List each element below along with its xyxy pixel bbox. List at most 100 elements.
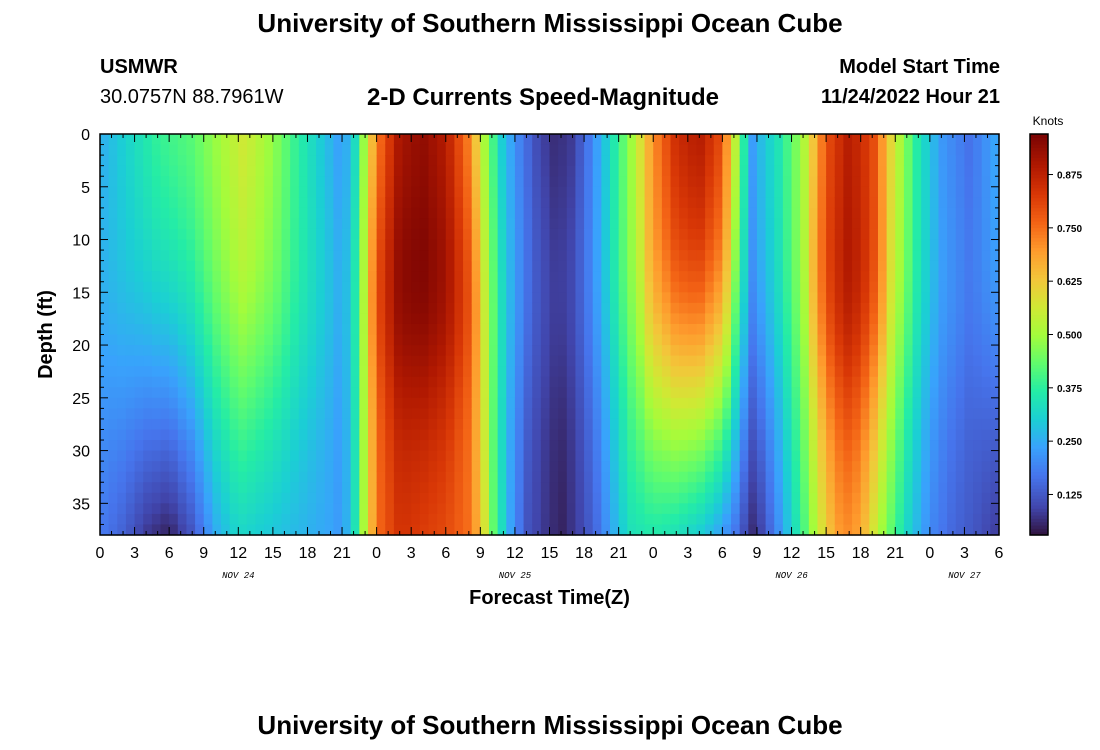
heatmap-cell (108, 355, 118, 367)
heatmap-cell (938, 450, 948, 462)
heatmap-cell (523, 186, 533, 198)
heatmap-cell (722, 345, 732, 357)
heatmap-cell (860, 186, 870, 198)
heatmap-cell (748, 334, 758, 346)
heatmap-cell (514, 218, 525, 230)
heatmap-cell (765, 302, 775, 314)
heatmap-cell (195, 524, 205, 536)
heatmap-cell (272, 281, 283, 293)
heatmap-cell (229, 281, 239, 293)
heatmap-cell (307, 323, 317, 336)
heatmap-cell (212, 461, 222, 473)
heatmap-cell (212, 440, 222, 452)
heatmap-cell (350, 271, 360, 283)
heatmap-cell (402, 239, 412, 251)
heatmap-cell (134, 387, 144, 399)
heatmap-cell (687, 492, 698, 504)
heatmap-cell (921, 281, 931, 293)
heatmap-cell (497, 144, 507, 156)
heatmap-cell (437, 271, 447, 283)
heatmap-cell (532, 366, 542, 378)
heatmap-cell (748, 429, 758, 441)
heatmap-cell (437, 355, 447, 367)
heatmap-cell (342, 228, 352, 241)
colorbar-segment (1030, 304, 1048, 309)
heatmap-cell (393, 471, 404, 483)
heatmap-cell (929, 155, 940, 167)
heatmap-cell (955, 281, 966, 293)
heatmap-cell (532, 260, 542, 272)
heatmap-cell (212, 334, 222, 346)
heatmap-cell (376, 165, 386, 177)
heatmap-cell (272, 471, 283, 483)
heatmap-cell (333, 176, 343, 188)
heatmap-cell (843, 492, 853, 504)
heatmap-cell (584, 376, 594, 388)
heatmap-cell (670, 281, 680, 293)
heatmap-cell (886, 366, 896, 378)
heatmap-cell (886, 281, 896, 293)
heatmap-cell (644, 397, 654, 409)
heatmap-cell (566, 228, 577, 241)
heatmap-cell (514, 323, 525, 336)
heatmap-cell (506, 313, 516, 325)
heatmap-cell (895, 155, 905, 167)
heatmap-cell (411, 176, 421, 188)
heatmap-cell (756, 134, 767, 146)
heatmap-cell (739, 323, 749, 336)
heatmap-cell (324, 260, 334, 272)
heatmap-cell (316, 323, 326, 336)
heatmap-cell (610, 492, 620, 504)
heatmap-cell (186, 271, 196, 283)
heatmap-cell (765, 492, 775, 504)
heatmap-cell (592, 250, 602, 262)
heatmap-cell (281, 366, 291, 378)
heatmap-cell (869, 218, 879, 230)
heatmap-cell (212, 302, 222, 314)
heatmap-cell (981, 387, 991, 399)
heatmap-cell (679, 513, 689, 526)
heatmap-cell (177, 281, 188, 293)
heatmap-cell (739, 239, 749, 251)
x-tick-label: 12 (229, 545, 247, 562)
heatmap-cell (359, 176, 369, 188)
heatmap-cell (160, 397, 170, 409)
heatmap-cell (532, 292, 542, 304)
heatmap-cell (151, 165, 162, 177)
heatmap-cell (376, 366, 386, 378)
heatmap-cell (731, 376, 741, 388)
heatmap-cell (955, 513, 966, 526)
x-tick-label: 0 (96, 545, 105, 562)
heatmap-cell (852, 250, 862, 262)
heatmap-cell (791, 239, 801, 251)
heatmap-cell (929, 461, 940, 473)
heatmap-cell (774, 503, 784, 515)
heatmap-cell (921, 176, 931, 188)
heatmap-cell (376, 513, 386, 526)
heatmap-cell (955, 323, 966, 336)
heatmap-cell (826, 418, 836, 431)
heatmap-cell (722, 513, 732, 526)
heatmap-cell (290, 250, 300, 262)
heatmap-cell (964, 513, 974, 526)
heatmap-cell (869, 345, 879, 357)
heatmap-cell (497, 313, 507, 325)
heatmap-cell (272, 513, 283, 526)
heatmap-cell (903, 292, 914, 304)
heatmap-cell (169, 302, 179, 314)
heatmap-cell (739, 524, 749, 536)
heatmap-cell (488, 302, 499, 314)
heatmap-cell (523, 418, 533, 431)
heatmap-cell (463, 492, 473, 504)
heatmap-cell (376, 313, 386, 325)
heatmap-cell (445, 271, 456, 283)
heatmap-cell (419, 134, 430, 146)
heatmap-cell (782, 429, 793, 441)
heatmap-cell (973, 186, 983, 198)
heatmap-cell (834, 323, 844, 336)
heatmap-cell (973, 134, 983, 146)
heatmap-cell (264, 471, 274, 483)
heatmap-cell (134, 418, 144, 431)
heatmap-cell (488, 524, 499, 536)
heatmap-cell (575, 250, 585, 262)
